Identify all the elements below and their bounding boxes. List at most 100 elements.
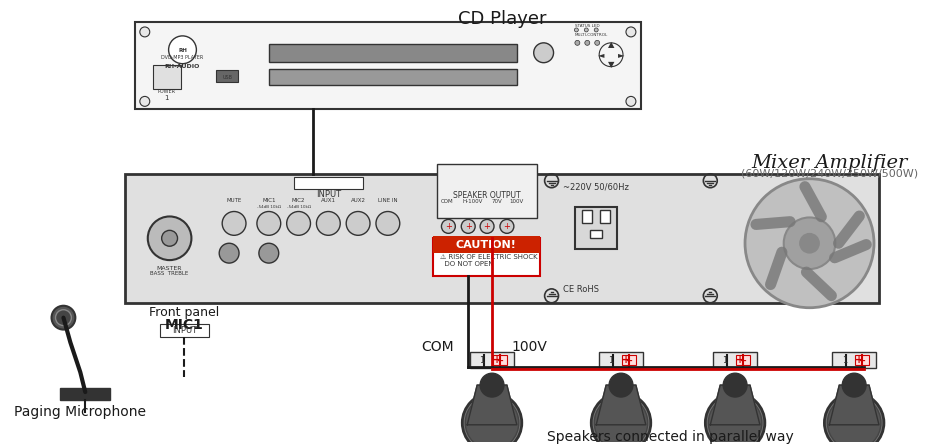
Text: CAUTION!: CAUTION!	[456, 240, 516, 250]
Bar	[125, 174, 879, 303]
Text: BASS  TREBLE: BASS TREBLE	[150, 271, 189, 275]
Circle shape	[585, 40, 589, 45]
Circle shape	[140, 97, 149, 106]
Text: INPUT: INPUT	[316, 190, 341, 199]
Text: 1: 1	[608, 356, 614, 365]
Text: SPEAKER OUTPUT: SPEAKER OUTPUT	[453, 191, 521, 200]
Circle shape	[462, 219, 476, 233]
Text: (60W/120W/240W/350W/500W): (60W/120W/240W/350W/500W)	[741, 169, 918, 179]
Circle shape	[317, 211, 340, 235]
Text: 70V: 70V	[492, 199, 503, 204]
Circle shape	[594, 396, 648, 445]
Circle shape	[575, 40, 580, 45]
Circle shape	[585, 28, 588, 32]
Text: INPUT: INPUT	[172, 326, 197, 335]
Circle shape	[376, 211, 399, 235]
Circle shape	[574, 28, 578, 32]
Bar	[60, 388, 110, 400]
Circle shape	[723, 373, 747, 397]
Text: +: +	[445, 222, 452, 231]
Text: RH: RH	[178, 48, 187, 53]
Text: +: +	[858, 356, 866, 365]
Circle shape	[842, 373, 866, 397]
Bar	[134, 22, 641, 109]
Bar	[432, 238, 540, 276]
Circle shape	[480, 219, 494, 233]
Circle shape	[609, 373, 633, 397]
Text: Speakers connected in parallel way: Speakers connected in parallel way	[547, 430, 794, 444]
Text: ▼: ▼	[608, 60, 615, 69]
Text: +: +	[622, 355, 630, 365]
Bar	[437, 164, 537, 218]
Polygon shape	[596, 385, 646, 425]
Text: 100V: 100V	[509, 199, 524, 204]
Circle shape	[709, 396, 762, 445]
Text: AUX1: AUX1	[321, 198, 336, 203]
Text: ~220V 50/60Hz: ~220V 50/60Hz	[563, 182, 629, 191]
Text: COM: COM	[441, 199, 453, 204]
Text: ►: ►	[618, 50, 624, 59]
Text: ▲: ▲	[608, 40, 615, 49]
Polygon shape	[467, 385, 517, 425]
Text: DVD·MP3 PLAYER: DVD·MP3 PLAYER	[162, 55, 204, 60]
Circle shape	[595, 40, 600, 45]
Text: MIC1: MIC1	[165, 318, 204, 332]
Bar	[855, 356, 870, 365]
Bar	[600, 210, 610, 223]
Bar	[622, 356, 635, 365]
Text: +: +	[740, 356, 746, 365]
Circle shape	[148, 216, 192, 260]
Circle shape	[168, 36, 196, 64]
Text: +: +	[855, 355, 863, 365]
Text: 1: 1	[479, 356, 485, 365]
Circle shape	[442, 219, 455, 233]
Text: USB: USB	[222, 75, 232, 80]
Text: Front panel: Front panel	[149, 306, 220, 319]
Text: MASTER: MASTER	[157, 266, 182, 271]
Circle shape	[462, 393, 522, 445]
Text: RH-AUDIO: RH-AUDIO	[164, 64, 200, 69]
Text: +: +	[484, 222, 491, 231]
Text: +: +	[496, 356, 504, 365]
Circle shape	[534, 43, 554, 63]
Circle shape	[287, 211, 310, 235]
Text: MUTE: MUTE	[227, 198, 242, 203]
Bar	[736, 356, 750, 365]
Polygon shape	[711, 385, 760, 425]
Text: +: +	[493, 355, 501, 365]
Circle shape	[824, 393, 884, 445]
Bar	[590, 231, 603, 238]
Bar	[293, 177, 363, 189]
Circle shape	[140, 27, 149, 37]
Bar	[216, 69, 238, 81]
Text: ◄: ◄	[598, 50, 604, 59]
Bar	[493, 356, 507, 365]
Text: +: +	[464, 222, 472, 231]
Bar	[160, 324, 210, 337]
Circle shape	[465, 396, 519, 445]
Text: -54dB 10kΩ: -54dB 10kΩ	[257, 205, 281, 209]
Circle shape	[258, 243, 279, 263]
Text: CD Player: CD Player	[458, 10, 546, 28]
Bar	[832, 352, 876, 368]
Text: Mixer Amplifier: Mixer Amplifier	[751, 154, 907, 172]
Circle shape	[52, 306, 75, 330]
Text: ⚠ RISK OF ELECTRIC SHOCK
  DO NOT OPEN: ⚠ RISK OF ELECTRIC SHOCK DO NOT OPEN	[441, 254, 538, 267]
Circle shape	[745, 179, 874, 308]
Circle shape	[480, 373, 504, 397]
Circle shape	[222, 211, 246, 235]
Text: 1: 1	[723, 356, 728, 365]
Text: +: +	[504, 222, 510, 231]
Circle shape	[55, 310, 71, 326]
Circle shape	[346, 211, 370, 235]
Text: 1: 1	[164, 95, 169, 101]
Bar	[582, 210, 592, 223]
Circle shape	[162, 231, 178, 246]
Circle shape	[500, 219, 514, 233]
Bar	[269, 69, 517, 85]
Circle shape	[626, 27, 635, 37]
Circle shape	[705, 393, 765, 445]
Bar	[269, 44, 517, 62]
Text: POWER: POWER	[158, 89, 176, 94]
Text: MIC1: MIC1	[262, 198, 275, 203]
